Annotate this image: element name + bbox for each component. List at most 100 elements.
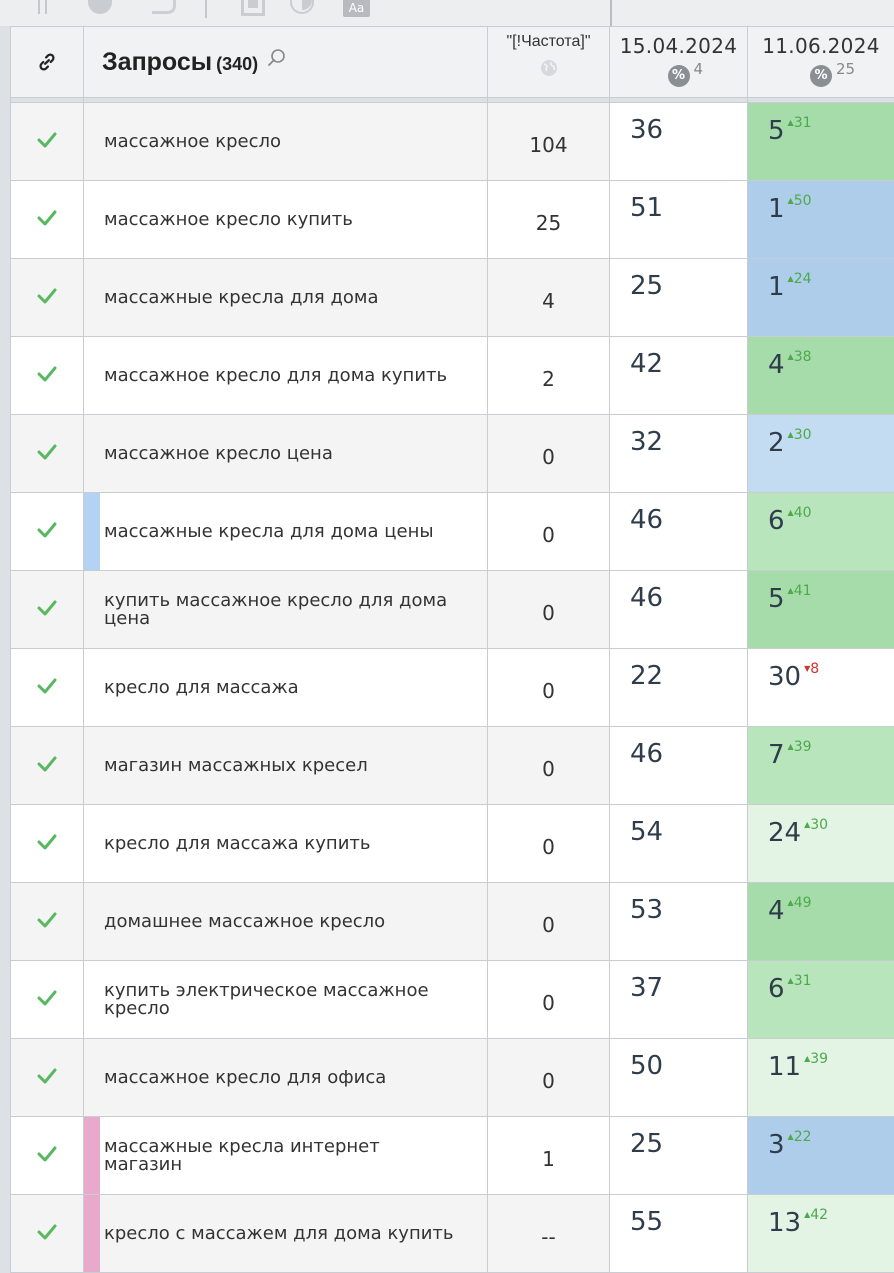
position-delta: ▼8 — [804, 661, 819, 677]
date-column-header-2[interactable]: 11.06.2024 %25 — [748, 27, 894, 98]
check-cell[interactable] — [11, 1117, 84, 1195]
query-cell[interactable]: массажное кресло — [84, 103, 488, 181]
query-cell[interactable]: кресло для массажа купить — [84, 805, 488, 883]
position-cell-date-1: 37 — [610, 961, 748, 1039]
checkmark-icon[interactable] — [36, 909, 58, 931]
filter-icon[interactable] — [88, 0, 112, 14]
query-cell[interactable]: массажное кресло для офиса — [84, 1039, 488, 1117]
checkmark-icon[interactable] — [36, 831, 58, 853]
delta-value: 49 — [794, 895, 812, 911]
query-text: кресло для массажа — [104, 679, 487, 697]
query-text: массажное кресло для дома купить — [104, 367, 487, 385]
checkmark-icon[interactable] — [36, 1065, 58, 1087]
checkmark-icon[interactable] — [36, 675, 58, 697]
query-cell[interactable]: массажные кресла для дома цены — [84, 493, 488, 571]
sort-icon[interactable] — [36, 0, 50, 16]
check-cell[interactable] — [11, 337, 84, 415]
position-cell-date-1: 51 — [610, 181, 748, 259]
position-cell-date-1: 36 — [610, 103, 748, 181]
query-column-header[interactable]: Запросы(340) — [84, 27, 488, 98]
checkmark-icon[interactable] — [36, 441, 58, 463]
query-cell[interactable]: купить массажное кресло для дома цена — [84, 571, 488, 649]
table-row[interactable]: массажное кресло 104 36 5▲31 — [11, 103, 894, 181]
table-row[interactable]: массажное кресло для дома купить 2 42 4▲… — [11, 337, 894, 415]
query-cell[interactable]: массажное кресло купить — [84, 181, 488, 259]
delta-value: 8 — [810, 661, 819, 677]
table-row[interactable]: массажные кресла для дома 4 25 1▲24 — [11, 259, 894, 337]
position-value: 54 — [630, 817, 747, 847]
frequency-cell: 0 — [488, 415, 610, 493]
check-cell[interactable] — [11, 259, 84, 337]
query-cell[interactable]: массажное кресло для дома купить — [84, 337, 488, 415]
copy-icon[interactable] — [241, 0, 265, 16]
position-delta: ▲40 — [788, 505, 812, 521]
table-row[interactable]: массажное кресло цена 0 32 2▲30 — [11, 415, 894, 493]
position-value: 7 — [768, 740, 785, 770]
checkmark-icon[interactable] — [36, 129, 58, 151]
check-cell[interactable] — [11, 103, 84, 181]
table-row[interactable]: массажные кресла интернет магазин 1 25 3… — [11, 1117, 894, 1195]
table-row[interactable]: массажное кресло для офиса 0 50 11▲39 — [11, 1039, 894, 1117]
query-text: домашнее массажное кресло — [104, 913, 487, 931]
query-text: массажное кресло цена — [104, 445, 487, 463]
query-cell[interactable]: купить электрическое массажное кресло — [84, 961, 488, 1039]
check-cell[interactable] — [11, 415, 84, 493]
table-row[interactable]: массажные кресла для дома цены 0 46 6▲40 — [11, 493, 894, 571]
position-cell-date-2: 6▲31 — [748, 961, 894, 1039]
search-icon[interactable] — [267, 48, 287, 68]
check-cell[interactable] — [11, 727, 84, 805]
frequency-cell: 0 — [488, 649, 610, 727]
query-cell[interactable]: кресло с массажем для дома купить — [84, 1195, 488, 1273]
checkmark-icon[interactable] — [36, 597, 58, 619]
query-cell[interactable]: кресло для массажа — [84, 649, 488, 727]
position-delta: ▲39 — [788, 739, 812, 755]
check-cell[interactable] — [11, 649, 84, 727]
check-cell[interactable] — [11, 961, 84, 1039]
delta-value: 39 — [794, 739, 812, 755]
checkmark-icon[interactable] — [36, 1221, 58, 1243]
check-cell[interactable] — [11, 805, 84, 883]
query-cell[interactable]: массажные кресла для дома — [84, 259, 488, 337]
date-column-header-1[interactable]: 15.04.2024 %4 — [610, 27, 748, 98]
contrast-icon[interactable] — [290, 0, 314, 14]
checkmark-icon[interactable] — [36, 1143, 58, 1165]
checkmark-icon[interactable] — [36, 207, 58, 229]
table-row[interactable]: массажное кресло купить 25 51 1▲50 — [11, 181, 894, 259]
query-cell[interactable]: массажное кресло цена — [84, 415, 488, 493]
link-column-header[interactable] — [11, 27, 84, 98]
check-cell[interactable] — [11, 1039, 84, 1117]
table-row[interactable]: магазин массажных кресел 0 46 7▲39 — [11, 727, 894, 805]
table-row[interactable]: кресло для массажа купить 0 54 24▲30 — [11, 805, 894, 883]
query-cell[interactable]: массажные кресла интернет магазин — [84, 1117, 488, 1195]
percent-icon[interactable]: % — [810, 65, 832, 87]
position-cell-date-2: 11▲39 — [748, 1039, 894, 1117]
table-row[interactable]: купить массажное кресло для дома цена 0 … — [11, 571, 894, 649]
table-row[interactable]: кресло для массажа 0 22 30▼8 — [11, 649, 894, 727]
toolbar: Aa — [0, 0, 894, 26]
query-cell[interactable]: домашнее массажное кресло — [84, 883, 488, 961]
checkmark-icon[interactable] — [36, 987, 58, 1009]
frequency-label: "[!Частота]" — [488, 27, 609, 51]
query-text: купить электрическое массажное кресло — [104, 982, 487, 1018]
check-cell[interactable] — [11, 181, 84, 259]
check-cell[interactable] — [11, 493, 84, 571]
check-cell[interactable] — [11, 571, 84, 649]
checkmark-icon[interactable] — [36, 753, 58, 775]
table-row[interactable]: кресло с массажем для дома купить -- 55 … — [11, 1195, 894, 1273]
table-row[interactable]: домашнее массажное кресло 0 53 4▲49 — [11, 883, 894, 961]
checkmark-icon[interactable] — [36, 363, 58, 385]
position-value: 30 — [768, 662, 801, 692]
font-size-button[interactable]: Aa — [343, 0, 370, 17]
checkmark-icon[interactable] — [36, 519, 58, 541]
check-cell[interactable] — [11, 883, 84, 961]
check-cell[interactable] — [11, 1195, 84, 1273]
position-cell-date-2: 5▲31 — [748, 103, 894, 181]
query-cell[interactable]: магазин массажных кресел — [84, 727, 488, 805]
table-row[interactable]: купить электрическое массажное кресло 0 … — [11, 961, 894, 1039]
percent-icon[interactable]: % — [668, 65, 690, 87]
tag-icon[interactable] — [152, 0, 176, 14]
checkmark-icon[interactable] — [36, 285, 58, 307]
delta-value: 38 — [794, 349, 812, 365]
link-icon[interactable] — [36, 51, 58, 73]
frequency-column-header[interactable]: "[!Частота]" — [488, 27, 610, 98]
